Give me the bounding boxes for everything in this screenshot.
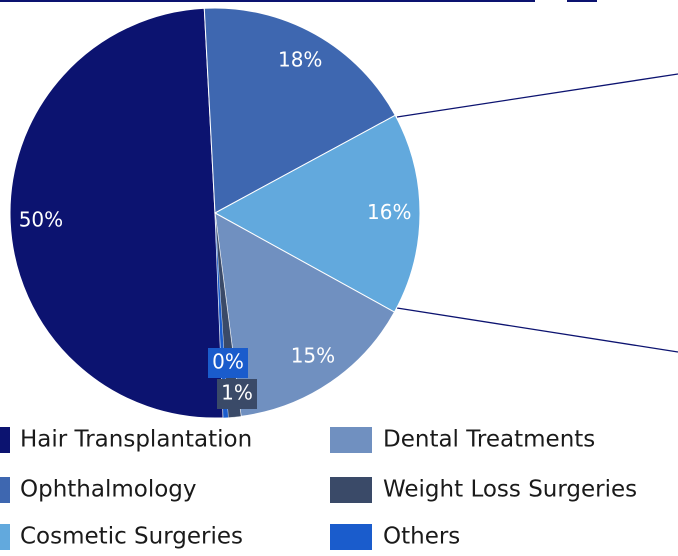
pie-slice [214, 212, 396, 417]
data-labels: 50% 18% 16% 15% 1% 0% [19, 47, 411, 409]
legend-label: Others [383, 524, 460, 550]
pie-slice [213, 114, 421, 313]
pie-slice [203, 7, 396, 214]
data-label-box [217, 379, 257, 409]
legend-label: Weight Loss Surgeries [383, 477, 637, 503]
legend-swatch [0, 477, 10, 503]
connector-line [396, 73, 678, 118]
legend-swatch [0, 524, 10, 550]
legend-swatch [0, 427, 10, 453]
legend-swatch [330, 427, 372, 453]
legend-label: Cosmetic Surgeries [20, 524, 243, 550]
data-label: 16% [367, 200, 411, 224]
legend-label: Ophthalmology [20, 477, 197, 503]
legend-label: Dental Treatments [383, 427, 595, 453]
pie-slice [9, 7, 224, 419]
data-label: 15% [291, 344, 335, 368]
legend-swatch [330, 524, 372, 550]
data-label: 18% [278, 47, 322, 71]
data-label-box [208, 348, 248, 378]
pie [9, 7, 421, 419]
data-label: 1% [221, 381, 253, 405]
legend-swatch [330, 477, 372, 503]
data-label: 50% [19, 208, 63, 232]
connector-line [396, 307, 678, 353]
legend-label: Hair Transplantation [20, 427, 252, 453]
legend: Hair Transplantation Ophthalmology Cosmeti… [0, 427, 637, 550]
data-label: 0% [212, 350, 244, 374]
